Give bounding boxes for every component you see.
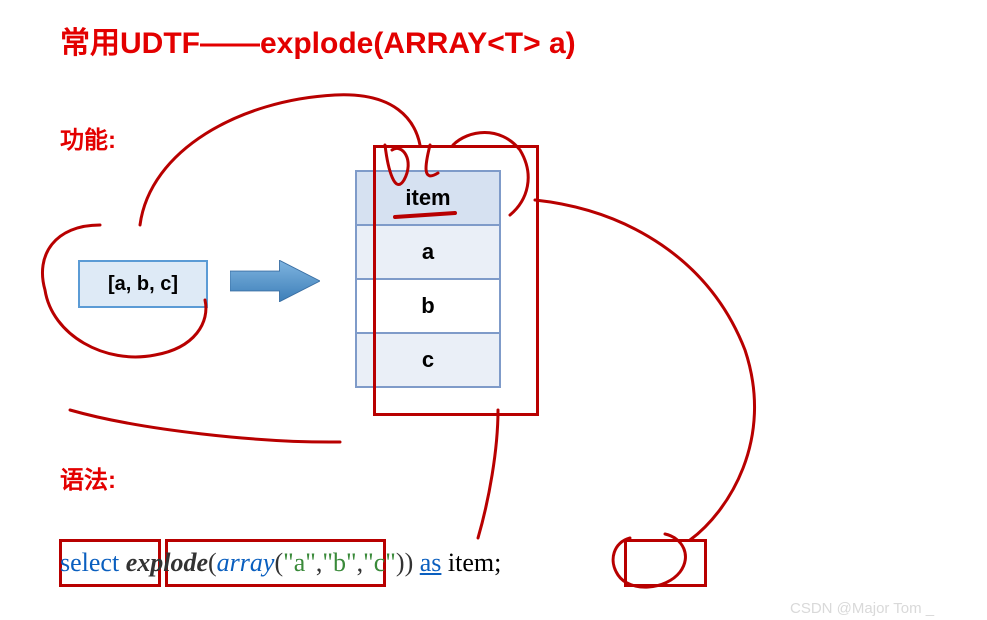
page-title: 常用UDTF——explode(ARRAY<T> a) [60, 18, 576, 62]
code-token: "b" [322, 548, 356, 577]
code-token: as [420, 548, 442, 577]
arrow-icon [230, 260, 320, 302]
table-header: item [356, 171, 500, 225]
code-token: select [60, 548, 119, 577]
code-token: )) [396, 548, 413, 577]
code-token: explode [126, 548, 208, 577]
code-token: array [217, 548, 275, 577]
table-row: a [356, 225, 500, 279]
code-token: "a" [283, 548, 316, 577]
annotation-box [624, 539, 707, 587]
table-row: b [356, 279, 500, 333]
section-function-label: 功能: [60, 120, 116, 155]
watermark-text: CSDN @Major Tom _ [790, 600, 934, 617]
code-token: ( [274, 548, 283, 577]
array-box-text: [a, b, c] [108, 273, 178, 296]
result-table: item abc [355, 170, 501, 388]
code-line: select explode(array("a","b","c")) as it… [60, 548, 501, 578]
section-syntax-label: 语法: [60, 460, 116, 495]
array-box: [a, b, c] [78, 260, 208, 308]
code-token: ( [208, 548, 217, 577]
table-body: abc [356, 225, 500, 387]
code-token: "c" [363, 548, 396, 577]
code-token: item; [448, 548, 501, 577]
table-row: c [356, 333, 500, 387]
